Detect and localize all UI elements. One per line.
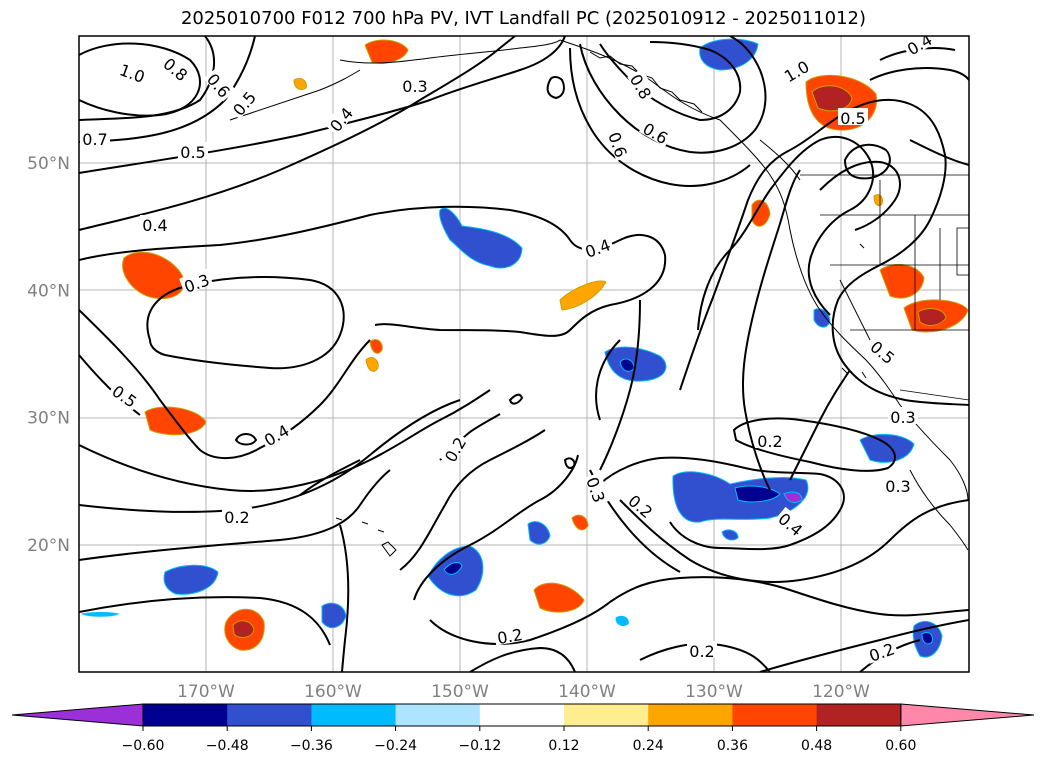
- contour-label: 0.2: [755, 431, 785, 451]
- pv-contours: [79, 36, 969, 672]
- colorbar-tick-label: −0.12: [458, 738, 501, 754]
- svg-text:0.3: 0.3: [890, 408, 915, 427]
- state-borders: [800, 174, 969, 401]
- chart-title: 2025010700 F012 700 hPa PV, IVT Landfall…: [180, 8, 867, 29]
- map-panel: 1.0 0.80.60.50.70.50.40.30.40.30.50.40.20…: [78, 35, 970, 673]
- longitude-labels: 170°W 160°W 150°W 140°W 130°W 120°W: [177, 682, 870, 702]
- longitude-label: 120°W: [812, 682, 870, 702]
- longitude-label: 130°W: [685, 682, 743, 702]
- svg-text:0.3: 0.3: [402, 77, 427, 96]
- contour-label: 0.3: [179, 268, 214, 297]
- colorbar-tick-label: 0.12: [548, 738, 579, 754]
- svg-text:0.5: 0.5: [840, 109, 865, 128]
- colorbar-extend-min: [11, 703, 144, 727]
- latitude-label: 50°N: [27, 154, 70, 174]
- contour-label: 0.5: [838, 108, 868, 128]
- colorbar-segment: [564, 704, 649, 726]
- colorbar-segment: [395, 704, 481, 726]
- colorbar-tick-label: 0.24: [633, 738, 664, 754]
- svg-text:0.2: 0.2: [496, 625, 524, 648]
- colorbar: −0.60 −0.48 −0.36 −0.24 −0.12 0.12 0.24 0.36 0.4…: [11, 703, 1035, 754]
- longitude-label: 170°W: [177, 682, 235, 702]
- colorbar-segment: [227, 704, 312, 726]
- colorbar-tick-label: −0.24: [374, 738, 417, 754]
- colorbar-segment: [311, 704, 397, 726]
- gridlines: [79, 36, 969, 672]
- latitude-label: 20°N: [27, 536, 70, 556]
- contour-label: 0.2: [222, 507, 252, 527]
- latitude-labels: 50°N 40°N 30°N 20°N: [27, 154, 70, 556]
- contour-label: 0.7: [80, 129, 110, 149]
- map-frame: [78, 35, 970, 673]
- svg-text:0.7: 0.7: [82, 130, 107, 149]
- contour-label: 0.4: [140, 215, 170, 235]
- svg-text:0.2: 0.2: [224, 508, 249, 527]
- colorbar-tick-label: −0.48: [206, 738, 249, 754]
- contour-label: 0.2: [687, 641, 717, 661]
- colorbar-segment: [479, 704, 565, 726]
- colorbar-segment: [648, 704, 733, 726]
- svg-text:0.3: 0.3: [885, 477, 910, 496]
- contour-label: 0.5: [178, 142, 208, 162]
- colorbar-tick-label: −0.60: [122, 738, 165, 754]
- svg-text:0.5: 0.5: [180, 143, 205, 162]
- colorbar-tick-label: 0.36: [717, 738, 748, 754]
- svg-text:0.2: 0.2: [689, 642, 714, 661]
- longitude-label: 140°W: [558, 682, 616, 702]
- contour-label: 0.2: [493, 623, 526, 648]
- colorbar-segment: [816, 704, 902, 726]
- colorbar-extend-max: [900, 703, 1035, 727]
- longitude-label: 160°W: [304, 682, 362, 702]
- colorbar-tick-label: 0.60: [885, 738, 916, 754]
- longitude-label: 150°W: [431, 682, 489, 702]
- contour-label: 0.3: [888, 407, 918, 427]
- colorbar-segment: [732, 704, 818, 726]
- svg-text:0.2: 0.2: [757, 432, 782, 451]
- latitude-label: 30°N: [27, 409, 70, 429]
- contour-label: 0.3: [400, 76, 430, 96]
- latitude-label: 40°N: [27, 281, 70, 301]
- colorbar-segment: [143, 704, 228, 726]
- colorbar-tick-label: 0.48: [801, 738, 832, 754]
- colorbar-tick-label: −0.36: [290, 738, 333, 754]
- contour-label: 0.3: [883, 476, 913, 496]
- svg-text:0.4: 0.4: [142, 216, 167, 235]
